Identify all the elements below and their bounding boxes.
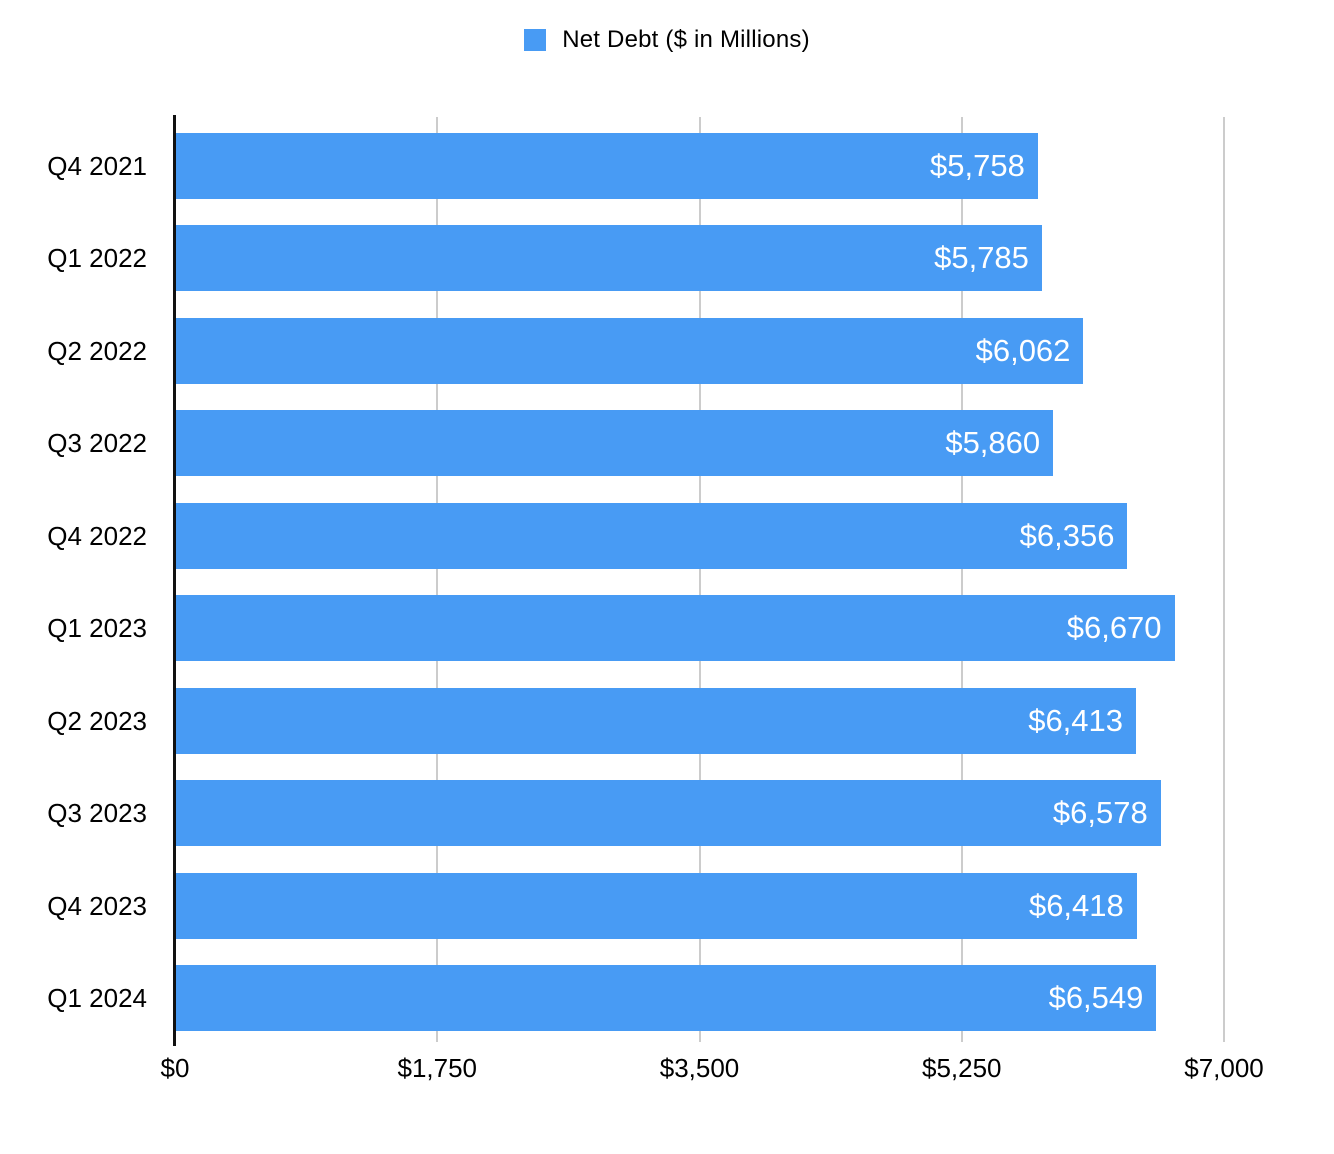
bar: $6,670	[175, 595, 1175, 661]
bar: $5,785	[175, 225, 1042, 291]
bar-value-label: $6,418	[1028, 887, 1124, 923]
category-label: Q1 2023	[47, 613, 147, 643]
category-label: Q4 2022	[47, 520, 147, 551]
category-label: Q1 2024	[47, 983, 147, 1013]
bar: $5,860	[175, 410, 1054, 476]
bar: $6,413	[175, 687, 1137, 754]
gridline	[436, 117, 439, 1042]
bar-value-label: $6,578	[1052, 795, 1148, 830]
category-label: Q1 2022	[47, 243, 147, 273]
x-tick-label: $0	[160, 1053, 190, 1083]
bar: $6,578	[175, 780, 1161, 846]
y-axis-line	[173, 115, 176, 1046]
bar-value-label: $6,670	[1066, 610, 1162, 645]
x-tick-label: $3,500	[659, 1053, 740, 1083]
legend-label: Net Debt ($ in Millions)	[562, 26, 810, 53]
category-label: Q4 2021	[47, 150, 147, 181]
category-label: Q4 2023	[47, 890, 147, 921]
category-label: Q3 2023	[47, 798, 147, 828]
x-tick-label: $1,750	[397, 1053, 478, 1083]
gridline	[1223, 117, 1225, 1042]
gridline	[698, 117, 701, 1042]
bar: $6,418	[175, 872, 1137, 939]
category-label: Q3 2022	[47, 428, 147, 458]
category-label: Q2 2023	[47, 705, 147, 736]
bar-value-label: $5,785	[934, 240, 1029, 275]
bar-value-label: $6,062	[975, 332, 1071, 368]
bar: $5,758	[175, 132, 1038, 199]
legend-swatch-icon	[524, 29, 547, 51]
x-tick-label: $7,000	[1184, 1053, 1264, 1083]
bar: $6,549	[175, 965, 1157, 1031]
bar-value-label: $6,549	[1048, 980, 1144, 1015]
gridline	[960, 117, 963, 1042]
bar: $6,062	[175, 317, 1084, 384]
category-label: Q2 2022	[47, 335, 147, 366]
x-tick-label: $5,250	[921, 1053, 1002, 1083]
bar-value-label: $6,356	[1019, 517, 1115, 553]
bar-value-label: $5,758	[930, 147, 1025, 183]
chart-legend: Net Debt ($ in Millions)	[0, 26, 1334, 54]
bar-value-label: $6,413	[1028, 702, 1124, 738]
bar: $6,356	[175, 502, 1128, 569]
bar-value-label: $5,860	[945, 425, 1041, 460]
